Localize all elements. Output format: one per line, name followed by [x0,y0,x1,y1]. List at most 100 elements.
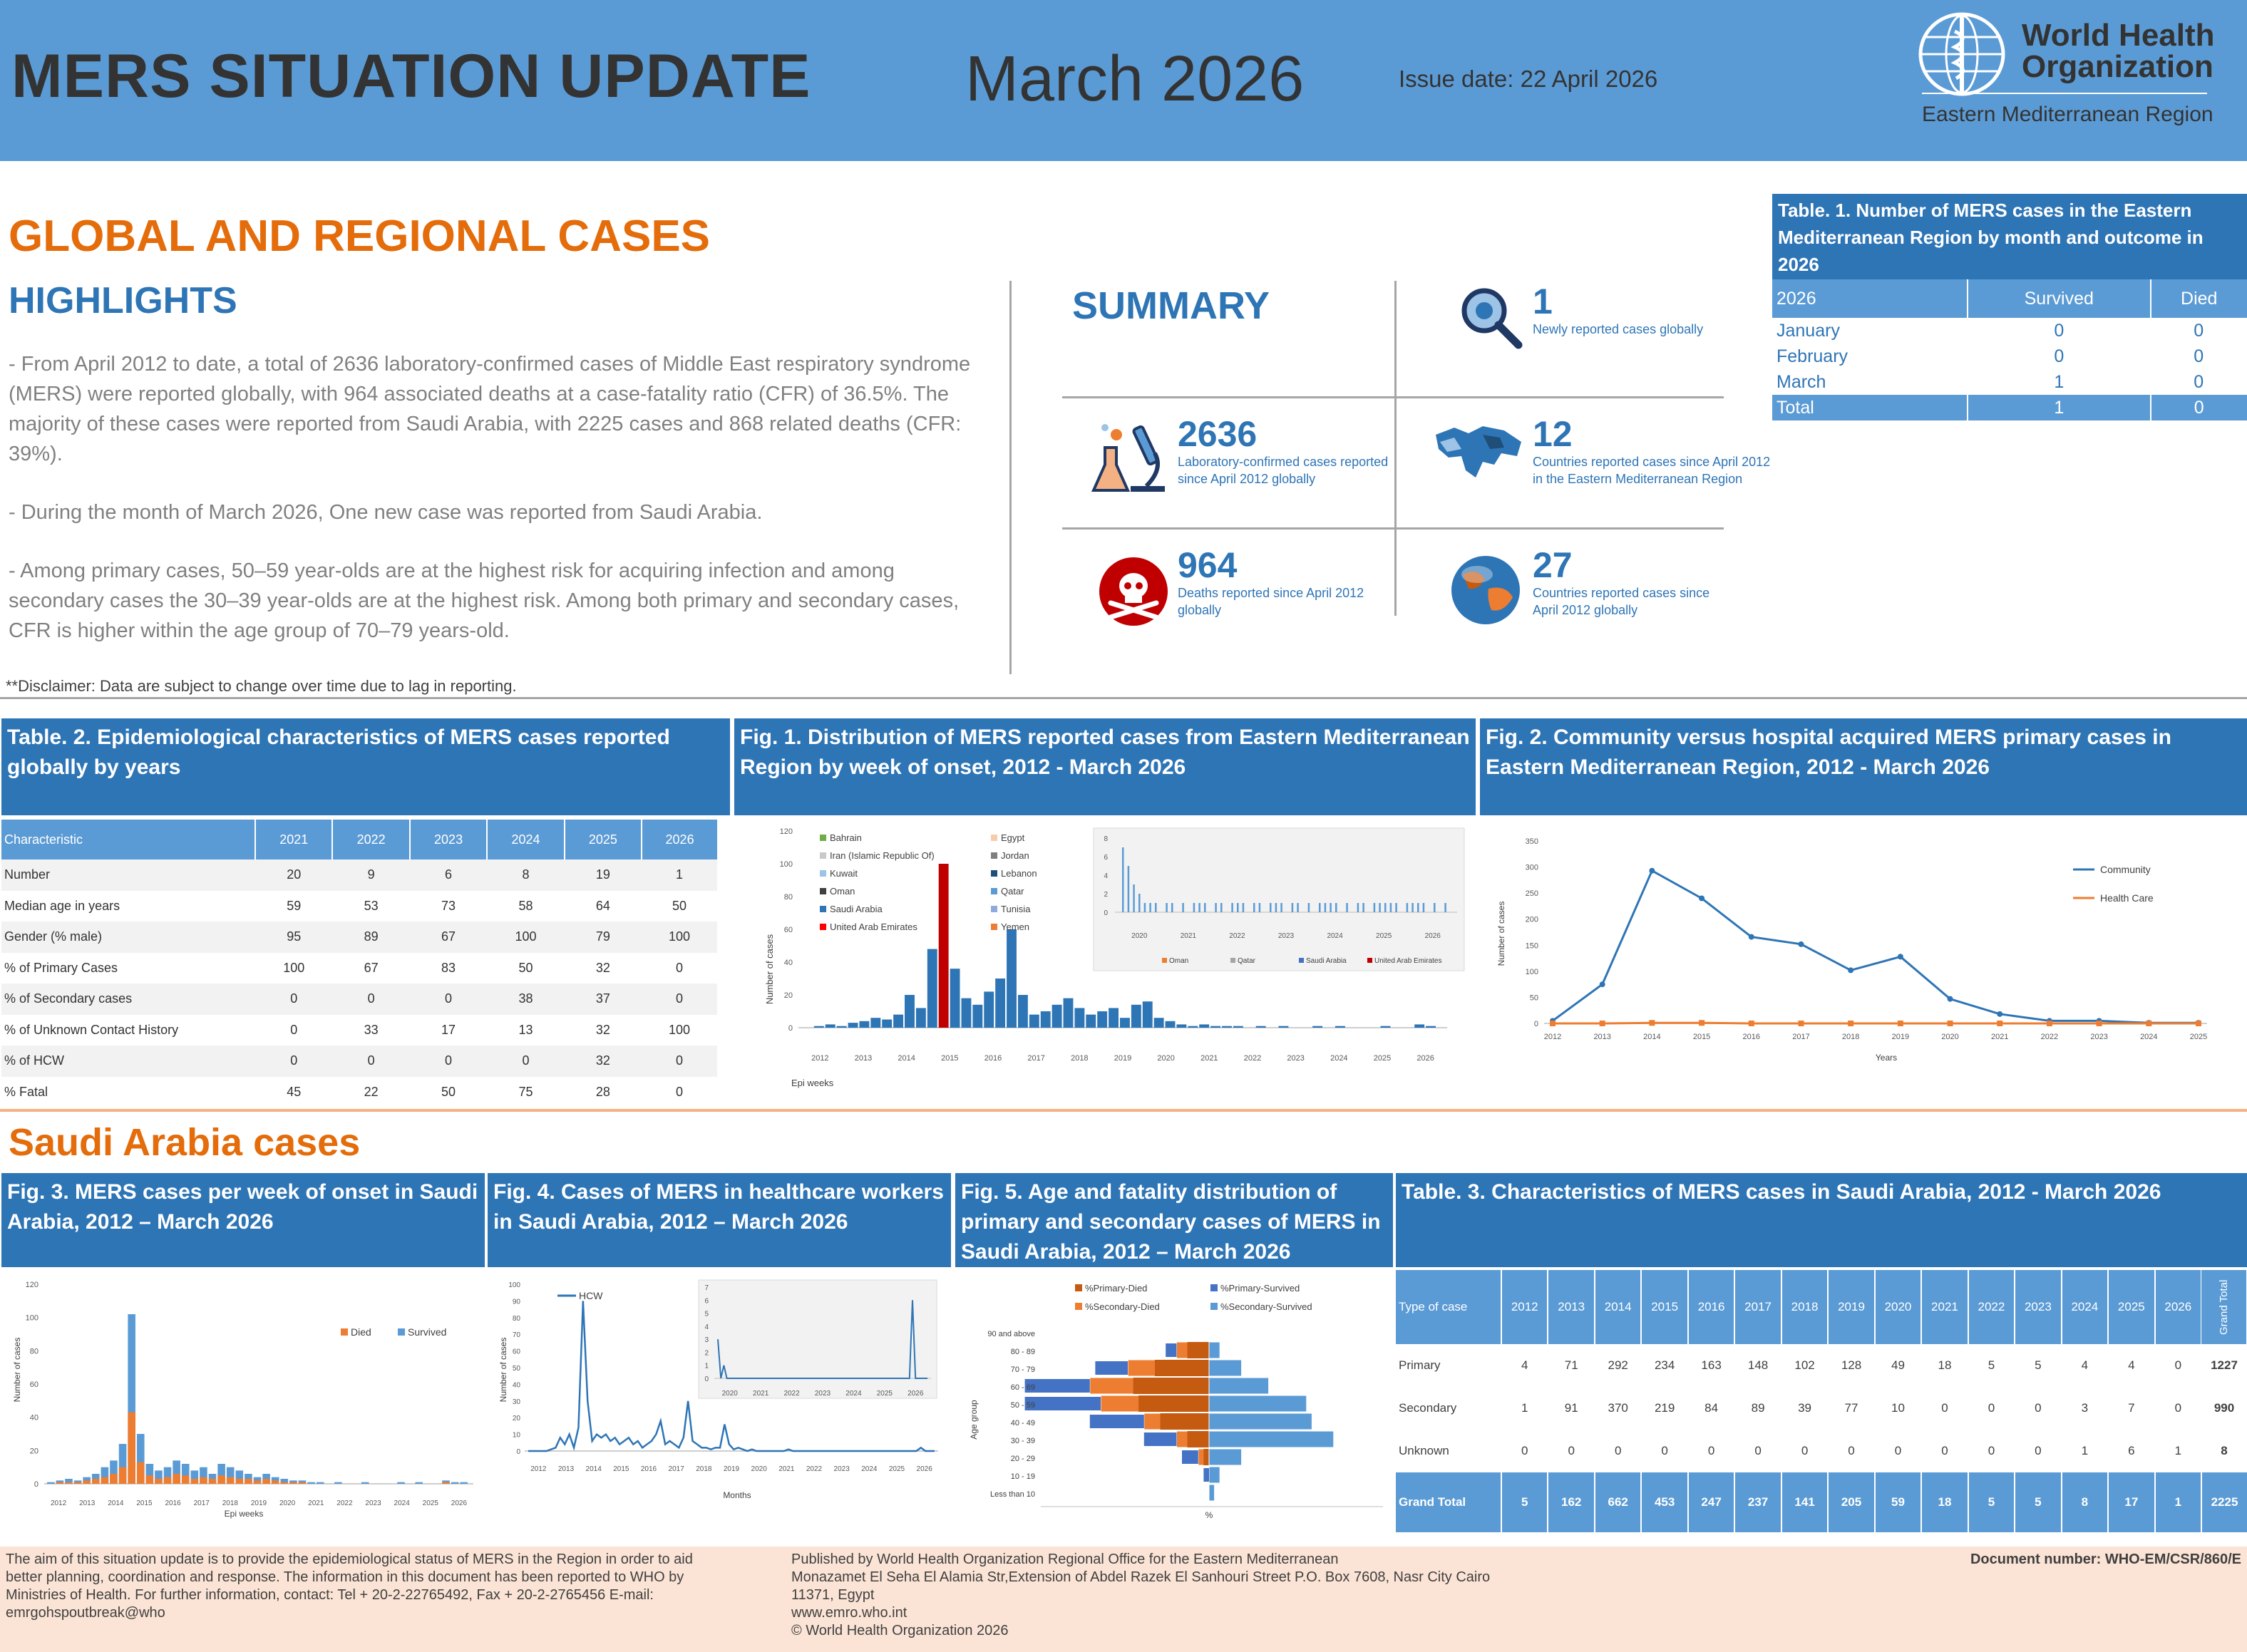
bar-died [173,1474,180,1484]
bar [1097,1011,1108,1028]
bar-survived [280,1479,289,1484]
table-cell: 89 [332,921,410,953]
inset-bar [1434,903,1436,912]
y-tick-label: 40 [784,959,793,967]
fig3-xlabel: Epi weeks [225,1509,264,1519]
table-cell: 1227 [2201,1344,2247,1387]
x-tick-label: 2019 [251,1499,267,1507]
table1-title: Table. 1. Number of MERS cases in the Ea… [1772,194,2247,279]
table-cell: 0 [2149,395,2247,420]
inset-bar [1182,903,1184,912]
fig4-title: Fig. 4. Cases of MERS in healthcare work… [488,1173,951,1267]
bar-died [190,1479,199,1484]
table1: 2026 Survived Died January 0 0 February 0 0 … [1772,279,2247,420]
footer-about: The aim of this situation update is to p… [6,1552,693,1621]
table-cell: 17 [441,1022,456,1037]
bar [1131,1004,1141,1028]
inset-x-tick: 2023 [1278,932,1295,940]
data-point [1649,867,1655,874]
bar-secondary-survived [1208,1466,1220,1484]
table-cell: 0 [1707,1444,1715,1457]
y-tick-label: 0 [1534,1020,1538,1028]
legend-label: Kuwait [830,868,858,879]
x-tick-label: 2026 [917,1465,933,1473]
divider [1062,396,1724,398]
table-row: % of HCW 0 0 0 0 32 0 [1,1046,717,1077]
table-header-cell: 2014 [1593,1270,1642,1344]
summary-heading: SUMMARY [1072,284,1270,327]
data-point [1897,1021,1903,1026]
inset-bar [1258,903,1261,912]
table-cell: 91 [1564,1401,1578,1415]
bar-died [83,1480,91,1484]
table-header-cell: Characteristic [1,820,255,859]
table-cell: 28 [595,1084,610,1099]
x-tick-label: 2013 [855,1054,872,1063]
inset-bar [1373,903,1376,912]
inset-bar [1133,884,1135,912]
report-month: March 2026 [965,43,1305,115]
inset-bar [1406,903,1409,912]
y-tick-label: 100 [780,860,793,869]
x-tick-label: 2021 [1991,1033,2008,1041]
x-tick-label: 2012 [530,1465,547,1473]
data-point [2096,1021,2102,1026]
inset-bar [1307,903,1310,912]
inset-bar [1324,903,1327,912]
bar-died [235,1479,244,1484]
y-tick-label: 0 [34,1480,38,1489]
data-point [1947,1021,1953,1026]
table-cell: 234 [1654,1358,1675,1372]
y-tick-label: 300 [1526,864,1538,872]
inset-bar [1395,903,1397,912]
table-cell: 0 [2194,346,2204,366]
table-cell: 6 [409,859,488,891]
countries-global-label-2: April 2012 globally [1533,603,1638,617]
y-tick-label: 40 [30,1414,38,1423]
footer-link[interactable]: www.emro.who.int [791,1605,907,1621]
table-row: % of Primary Cases 100 67 83 50 32 0 [1,953,717,984]
inset-y-tick: 2 [1104,891,1108,899]
table-header-cell: 2023 [2014,1270,2062,1344]
y-tick-label: 70 - 79 [1011,1366,1035,1374]
highlight-3: - Among primary cases, 50–59 year-olds a… [9,559,960,642]
table-cell: 58 [518,898,533,913]
table-row: % of Unknown Contact History 0 33 17 13 32 100 [1,1015,717,1046]
table-cell: 4 [2128,1358,2135,1372]
bar-survived [460,1482,468,1484]
bar-survived [235,1470,244,1484]
legend-label: %Secondary-Died [1085,1301,1160,1312]
inset-bar [1389,903,1392,912]
table-cell: 100 [283,960,305,975]
bar-secondary-survived [1208,1359,1243,1377]
disclaimer: **Disclaimer: Data are subject to change… [6,677,517,695]
bar [1188,1026,1198,1028]
y-tick-label: 20 - 29 [1011,1455,1035,1463]
inset-bar [1171,903,1173,912]
bar-primary-survived [1203,1468,1209,1482]
legend-swatch [991,906,997,912]
y-tick-label: 0 [788,1024,793,1033]
legend-swatch [991,870,997,877]
inset-y-tick: 5 [704,1311,709,1318]
inset-bar [1149,903,1151,912]
table-cell: 5 [1988,1358,1995,1372]
table-cell: 247 [1687,1472,1735,1532]
bar-survived [136,1434,145,1484]
table-cell: 100 [642,921,717,953]
bar-survived [316,1482,324,1484]
bar-primary-survived [1089,1415,1144,1428]
x-tick-label: 2014 [1643,1033,1660,1041]
bar [848,1023,858,1028]
bar-survived [118,1444,127,1484]
org-region: Eastern Mediterranean Region [1922,103,2213,126]
fig5-xlabel: % [1205,1510,1213,1520]
table-row: Secondary 1 91 370 219 84 89 39 77 10 0 0 0 3 7 0 990 [1396,1387,2247,1430]
fig5-chart: %Primary-Died %Primary-Survived %Secondary… [969,1283,1383,1520]
table-header-cell: Grand Total [2201,1270,2247,1344]
x-tick-label: 2014 [898,1054,915,1063]
legend-swatch [820,924,826,930]
legend-swatch [1299,958,1304,963]
x-tick-label: 2026 [451,1499,468,1507]
